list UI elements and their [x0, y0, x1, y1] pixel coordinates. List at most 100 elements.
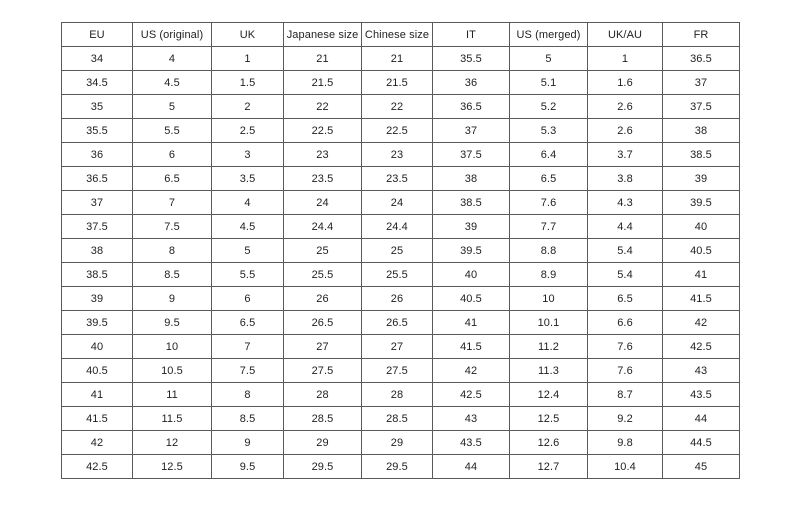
table-cell: 34.5 [61, 70, 133, 95]
column-header: IT [432, 22, 510, 47]
table-cell: 35.5 [432, 46, 510, 71]
table-cell: 25.5 [283, 262, 362, 287]
table-cell: 39 [61, 286, 133, 311]
table-cell: 26.5 [361, 310, 433, 335]
table-body: 34 4 1 21 21 35.5 5 1 36.5 34.5 4.5 1.5 21.5 21.5 36 5.… [61, 46, 740, 479]
table-cell: 11.3 [509, 358, 588, 383]
table-cell: 29 [361, 430, 433, 455]
table-cell: 23 [361, 142, 433, 167]
table-cell: 40 [662, 214, 740, 239]
table-row: 41 11 8 28 28 42.5 12.4 8.7 43.5 [61, 382, 740, 407]
table-cell: 4.4 [587, 214, 663, 239]
table-cell: 23.5 [361, 166, 433, 191]
table-cell: 5.4 [587, 262, 663, 287]
table-cell: 42 [61, 430, 133, 455]
table-cell: 27.5 [361, 358, 433, 383]
table-cell: 43.5 [432, 430, 510, 455]
table-cell: 2.6 [587, 94, 663, 119]
table-cell: 12.5 [132, 454, 212, 479]
table-cell: 10.1 [509, 310, 588, 335]
table-row: 42.5 12.5 9.5 29.5 29.5 44 12.7 10.4 45 [61, 454, 740, 479]
table-cell: 28.5 [361, 406, 433, 431]
table-cell: 9 [211, 430, 284, 455]
table-cell: 37.5 [662, 94, 740, 119]
table-cell: 21.5 [361, 70, 433, 95]
table-cell: 3 [211, 142, 284, 167]
table-cell: 8 [211, 382, 284, 407]
table-cell: 22 [361, 94, 433, 119]
table-cell: 9.5 [132, 310, 212, 335]
table-row: 40 10 7 27 27 41.5 11.2 7.6 42.5 [61, 334, 740, 359]
table-header-row: EU US (original) UK Japanese size Chinese si… [61, 22, 740, 47]
column-header: UK [211, 22, 284, 47]
table-cell: 41.5 [61, 406, 133, 431]
table-row: 39.5 9.5 6.5 26.5 26.5 41 10.1 6.6 42 [61, 310, 740, 335]
table-cell: 41.5 [662, 286, 740, 311]
table-row: 38.5 8.5 5.5 25.5 25.5 40 8.9 5.4 41 [61, 262, 740, 287]
table-row: 36.5 6.5 3.5 23.5 23.5 38 6.5 3.8 39 [61, 166, 740, 191]
table-cell: 42.5 [61, 454, 133, 479]
table-cell: 26.5 [283, 310, 362, 335]
column-header: Chinese size [361, 22, 433, 47]
table-cell: 41 [61, 382, 133, 407]
table-cell: 27 [283, 334, 362, 359]
table-cell: 38.5 [61, 262, 133, 287]
table-cell: 6.5 [132, 166, 212, 191]
table-cell: 26 [283, 286, 362, 311]
table-cell: 37.5 [432, 142, 510, 167]
table-cell: 4.5 [132, 70, 212, 95]
table-cell: 7.6 [587, 358, 663, 383]
table-cell: 2 [211, 94, 284, 119]
table-cell: 4 [132, 46, 212, 71]
table-cell: 28 [283, 382, 362, 407]
table-cell: 39.5 [662, 190, 740, 215]
table-cell: 6 [211, 286, 284, 311]
table-row: 37.5 7.5 4.5 24.4 24.4 39 7.7 4.4 40 [61, 214, 740, 239]
table-cell: 6.5 [211, 310, 284, 335]
table-row: 38 8 5 25 25 39.5 8.8 5.4 40.5 [61, 238, 740, 263]
table-cell: 3.8 [587, 166, 663, 191]
table-cell: 8.7 [587, 382, 663, 407]
table-cell: 5.5 [132, 118, 212, 143]
table-cell: 43.5 [662, 382, 740, 407]
table-cell: 34 [61, 46, 133, 71]
table-cell: 11.5 [132, 406, 212, 431]
table-cell: 23.5 [283, 166, 362, 191]
table-row: 42 12 9 29 29 43.5 12.6 9.8 44.5 [61, 430, 740, 455]
table-cell: 40.5 [432, 286, 510, 311]
table-cell: 43 [662, 358, 740, 383]
table-cell: 29.5 [283, 454, 362, 479]
table-row: 36 6 3 23 23 37.5 6.4 3.7 38.5 [61, 142, 740, 167]
table-cell: 8.8 [509, 238, 588, 263]
table-cell: 38.5 [662, 142, 740, 167]
table-cell: 8.9 [509, 262, 588, 287]
table-row: 39 9 6 26 26 40.5 10 6.5 41.5 [61, 286, 740, 311]
table-cell: 5.1 [509, 70, 588, 95]
table-cell: 12 [132, 430, 212, 455]
column-header: US (merged) [509, 22, 588, 47]
table-cell: 11.2 [509, 334, 588, 359]
table-cell: 36.5 [61, 166, 133, 191]
table-cell: 10.4 [587, 454, 663, 479]
table-cell: 1.5 [211, 70, 284, 95]
table-cell: 6.5 [587, 286, 663, 311]
table-cell: 9.8 [587, 430, 663, 455]
table-cell: 41 [662, 262, 740, 287]
table-cell: 6.6 [587, 310, 663, 335]
table-cell: 4.5 [211, 214, 284, 239]
table-cell: 10.5 [132, 358, 212, 383]
table-cell: 42 [432, 358, 510, 383]
table-cell: 40.5 [61, 358, 133, 383]
table-cell: 5 [211, 238, 284, 263]
table-cell: 6.5 [509, 166, 588, 191]
table-cell: 9.5 [211, 454, 284, 479]
table-cell: 12.4 [509, 382, 588, 407]
table-cell: 5.3 [509, 118, 588, 143]
column-header: US (original) [132, 22, 212, 47]
table-cell: 36 [432, 70, 510, 95]
table-cell: 7.5 [132, 214, 212, 239]
table-row: 35 5 2 22 22 36.5 5.2 2.6 37.5 [61, 94, 740, 119]
table-cell: 28 [361, 382, 433, 407]
table-cell: 2.5 [211, 118, 284, 143]
